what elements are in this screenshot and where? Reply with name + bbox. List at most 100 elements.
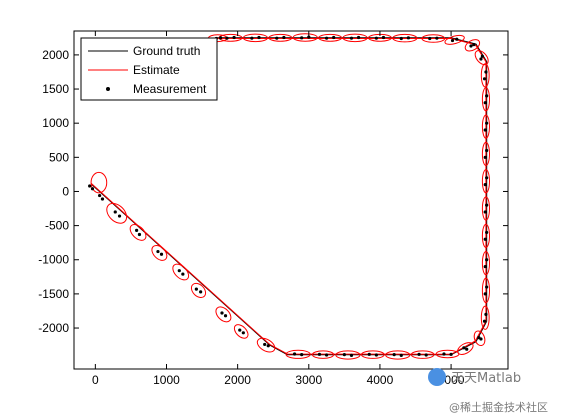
measurement-point-46: [483, 210, 487, 214]
measurement-point-21: [300, 353, 304, 357]
measurement-point-25: [349, 353, 354, 357]
measurement-point-22: [317, 352, 322, 356]
measurement-point-16: [238, 328, 242, 332]
measurement-point-18: [263, 342, 267, 347]
measurement-point-52: [483, 128, 487, 132]
measurement-point-4: [113, 210, 117, 214]
measurement-point-40: [483, 292, 487, 296]
measurement-point-81: [232, 35, 236, 40]
measurement-point-68: [374, 36, 378, 40]
watermark: 天天Matlab @稀土掘金技术社区: [428, 368, 548, 414]
x-tick-label-0: 0: [92, 373, 99, 387]
estimate-ellipse-35: [318, 33, 343, 42]
measurement-point-65: [435, 36, 439, 40]
measurement-point-67: [406, 36, 410, 40]
measurement-point-53: [485, 121, 489, 125]
y-tick-label-5: 500: [49, 150, 69, 164]
estimate-ellipse-0: [90, 171, 108, 194]
measurement-point-75: [307, 35, 311, 39]
estimate-line: [90, 38, 487, 355]
measurement-point-80: [225, 36, 229, 40]
measurement-point-61: [472, 43, 476, 47]
measurement-point-17: [241, 331, 245, 335]
measurement-point-60: [469, 44, 473, 48]
watermark-secondary: @稀土掘金技术社区: [449, 400, 548, 414]
measurement-point-0: [88, 184, 92, 188]
measurement-point-5: [117, 214, 122, 218]
measurement-point-72: [324, 36, 329, 40]
estimate-ellipse-28: [474, 50, 489, 66]
measurement-point-3: [100, 197, 105, 201]
measurement-point-47: [485, 203, 489, 207]
measurement-point-50: [483, 155, 487, 159]
measurement-point-9: [159, 252, 164, 256]
measurement-point-7: [137, 232, 142, 237]
series-layer: [88, 33, 491, 360]
measurement-point-51: [485, 148, 489, 153]
measurement-point-11: [181, 272, 185, 276]
measurement-point-66: [399, 36, 403, 41]
estimate-ellipse-11: [335, 350, 361, 360]
measurement-point-45: [485, 230, 489, 235]
estimate-ellipse-36: [292, 33, 318, 42]
measurement-point-30: [417, 352, 421, 356]
measurement-point-41: [485, 285, 489, 289]
estimate-ellipse-13: [385, 350, 411, 360]
y-tick-label-7: 1500: [42, 82, 69, 96]
y-tick-label-3: -500: [45, 219, 69, 233]
legend-box: [80, 37, 218, 101]
measurement-point-37: [479, 337, 483, 341]
measurement-point-35: [465, 347, 469, 351]
estimate-ellipse-1: [106, 202, 128, 224]
measurement-point-14: [220, 311, 224, 315]
y-tick-label-6: 1000: [42, 116, 69, 130]
y-tick-label-1: -1500: [38, 287, 69, 301]
measurement-point-69: [381, 35, 386, 40]
measurement-point-38: [482, 319, 487, 323]
measurement-point-79: [257, 35, 261, 40]
measurement-point-71: [356, 35, 361, 40]
measurement-point-1: [90, 187, 95, 191]
measurement-point-27: [374, 353, 378, 357]
measurement-point-74: [300, 36, 304, 40]
x-tick-label-2: 2000: [224, 373, 251, 387]
measurement-point-58: [479, 57, 483, 61]
measurement-point-19: [266, 344, 270, 348]
measurement-point-70: [349, 36, 354, 40]
estimate-ellipse-8: [256, 337, 276, 353]
measurement-point-59: [480, 54, 484, 58]
x-tick-label-4: 4000: [367, 373, 394, 387]
y-tick-label-0: -2000: [38, 321, 69, 335]
measurement-point-48: [483, 183, 487, 187]
measurement-point-39: [484, 312, 488, 316]
measurement-point-6: [135, 228, 139, 232]
measurement-point-83: [218, 36, 223, 40]
measurement-point-57: [484, 70, 488, 74]
measurement-point-8: [156, 249, 160, 254]
estimate-ellipse-30: [444, 34, 465, 45]
estimate-ellipse-37: [268, 33, 293, 42]
estimate-ellipse-5: [190, 282, 207, 299]
y-axis-ticks: -2000 -1500 -1000 -500 0 500 1000 1500 2000: [38, 48, 508, 335]
estimate-ellipse-18: [480, 305, 490, 330]
measurement-point-49: [485, 176, 489, 180]
measurement-point-2: [98, 193, 102, 198]
watermark-logo-icon: [428, 368, 446, 386]
estimate-ellipse-6: [215, 306, 232, 323]
measurement-point-26: [367, 352, 371, 356]
legend-label-measurement: Measurement: [133, 82, 207, 96]
x-tick-label-1: 1000: [153, 373, 180, 387]
measurement-point-63: [455, 37, 459, 41]
measurement-point-77: [282, 35, 286, 40]
legend: Ground truth Estimate Measurement: [80, 37, 218, 101]
measurement-point-73: [332, 35, 336, 40]
watermark-primary: 天天Matlab: [451, 371, 521, 386]
measurement-point-76: [275, 36, 279, 40]
measurement-point-44: [483, 237, 487, 241]
measurement-point-31: [424, 353, 428, 357]
measurement-point-54: [483, 101, 487, 105]
estimate-ellipse-38: [242, 33, 269, 43]
measurement-point-32: [442, 352, 446, 356]
measurement-point-43: [485, 258, 489, 262]
legend-label-estimate: Estimate: [133, 63, 180, 77]
